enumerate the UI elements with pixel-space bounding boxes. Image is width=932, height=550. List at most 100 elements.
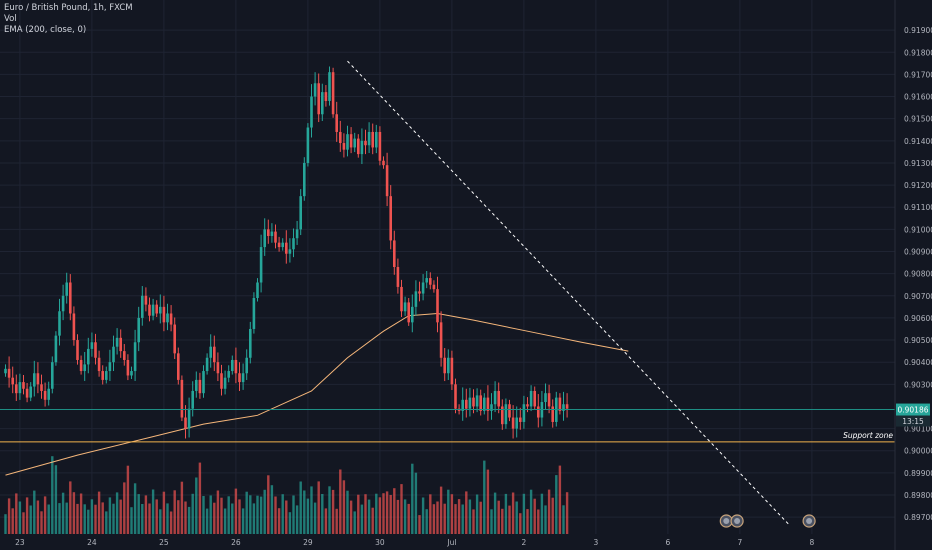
y-tick-label: 0.91700 xyxy=(904,70,932,79)
candle xyxy=(533,386,536,411)
candle xyxy=(475,388,479,413)
volume-bar xyxy=(411,463,414,534)
candle xyxy=(97,350,101,377)
candle-body xyxy=(342,143,346,150)
candle xyxy=(155,300,158,318)
candle-body xyxy=(241,373,245,383)
volume-bar xyxy=(274,496,277,534)
candle xyxy=(310,84,313,138)
candle xyxy=(144,287,148,312)
candle-body xyxy=(105,371,108,380)
candle xyxy=(389,185,392,250)
candle xyxy=(223,370,227,395)
symbol-title[interactable]: Euro / British Pound, 1h, FXCM xyxy=(4,3,133,13)
candle-body xyxy=(324,92,328,101)
candle xyxy=(29,382,32,402)
candle xyxy=(295,220,299,245)
volume-bar xyxy=(472,509,475,534)
candle xyxy=(529,385,533,412)
candle xyxy=(195,371,198,398)
volume-bar xyxy=(11,508,14,534)
ema-indicator-label[interactable]: EMA (200, close, 0) xyxy=(4,25,87,35)
candle xyxy=(65,272,68,304)
candle-body xyxy=(231,359,234,372)
y-tick-label: 0.89900 xyxy=(904,469,932,478)
volume-bar xyxy=(238,499,241,534)
volume-bar xyxy=(87,509,90,534)
candle-body xyxy=(403,302,407,312)
candle-body xyxy=(378,131,382,161)
candle xyxy=(4,364,7,377)
candle xyxy=(493,381,497,413)
event-marker-icon xyxy=(802,514,816,528)
candles xyxy=(4,66,569,439)
y-tick-label: 0.91800 xyxy=(904,48,932,57)
x-tick-label: 7 xyxy=(738,538,743,547)
y-tick-label: 0.91100 xyxy=(904,203,932,212)
candle-body xyxy=(94,342,97,358)
candle-body xyxy=(425,278,428,283)
candle xyxy=(61,284,65,321)
volume-bar xyxy=(256,495,259,534)
volume-bar xyxy=(126,465,130,534)
candle-body xyxy=(303,162,306,197)
candle-body xyxy=(25,388,29,398)
candle-body xyxy=(331,72,335,115)
volume-bar xyxy=(353,511,356,534)
volume-bar xyxy=(565,492,569,534)
y-tick-label: 0.91400 xyxy=(904,137,932,146)
event-marker-icon xyxy=(730,514,744,528)
volume-bar xyxy=(522,493,526,534)
candle xyxy=(137,306,140,352)
volume-bar xyxy=(403,499,407,534)
candle xyxy=(306,123,310,167)
candle xyxy=(123,344,126,366)
volume-bar xyxy=(252,503,256,534)
candle xyxy=(324,85,328,107)
support-zone-label: Support zone xyxy=(843,431,893,440)
volume-bar xyxy=(76,503,79,534)
volume-bar xyxy=(493,492,497,534)
volume-bar xyxy=(141,504,144,534)
candle-body xyxy=(468,397,472,409)
volume-bar xyxy=(324,508,328,534)
candle xyxy=(335,101,338,142)
candle-body xyxy=(267,229,270,237)
candle xyxy=(450,350,454,390)
volume-bar xyxy=(504,493,508,534)
x-tick-label: 8 xyxy=(810,538,815,547)
candle-body xyxy=(447,357,450,374)
candle xyxy=(360,128,364,165)
trendline xyxy=(347,60,791,527)
volume-bar xyxy=(483,460,486,534)
x-tick-label: 24 xyxy=(87,538,97,547)
candle xyxy=(141,286,144,326)
volume-indicator-label[interactable]: Vol xyxy=(4,14,17,24)
candle-body xyxy=(166,313,169,323)
candle-body xyxy=(529,390,533,407)
volume-bar xyxy=(393,488,396,534)
volume-bar xyxy=(450,494,454,534)
candle xyxy=(511,405,515,439)
volume-bar xyxy=(533,498,536,534)
candle xyxy=(425,270,428,289)
candle xyxy=(252,292,256,334)
candle xyxy=(213,335,216,372)
volume-bar xyxy=(526,509,529,534)
candle-body xyxy=(321,92,324,115)
volume-bar xyxy=(94,504,97,534)
candle xyxy=(565,393,569,418)
candle-body xyxy=(288,249,292,254)
candle xyxy=(90,332,94,357)
candle-body xyxy=(65,282,68,296)
candle xyxy=(303,157,306,201)
candle-body xyxy=(450,357,454,385)
candle-body xyxy=(328,72,331,101)
volume-bar xyxy=(36,500,40,534)
candle-body xyxy=(227,371,230,378)
candle xyxy=(112,335,115,372)
candle-body xyxy=(112,346,115,363)
candle xyxy=(187,397,191,438)
